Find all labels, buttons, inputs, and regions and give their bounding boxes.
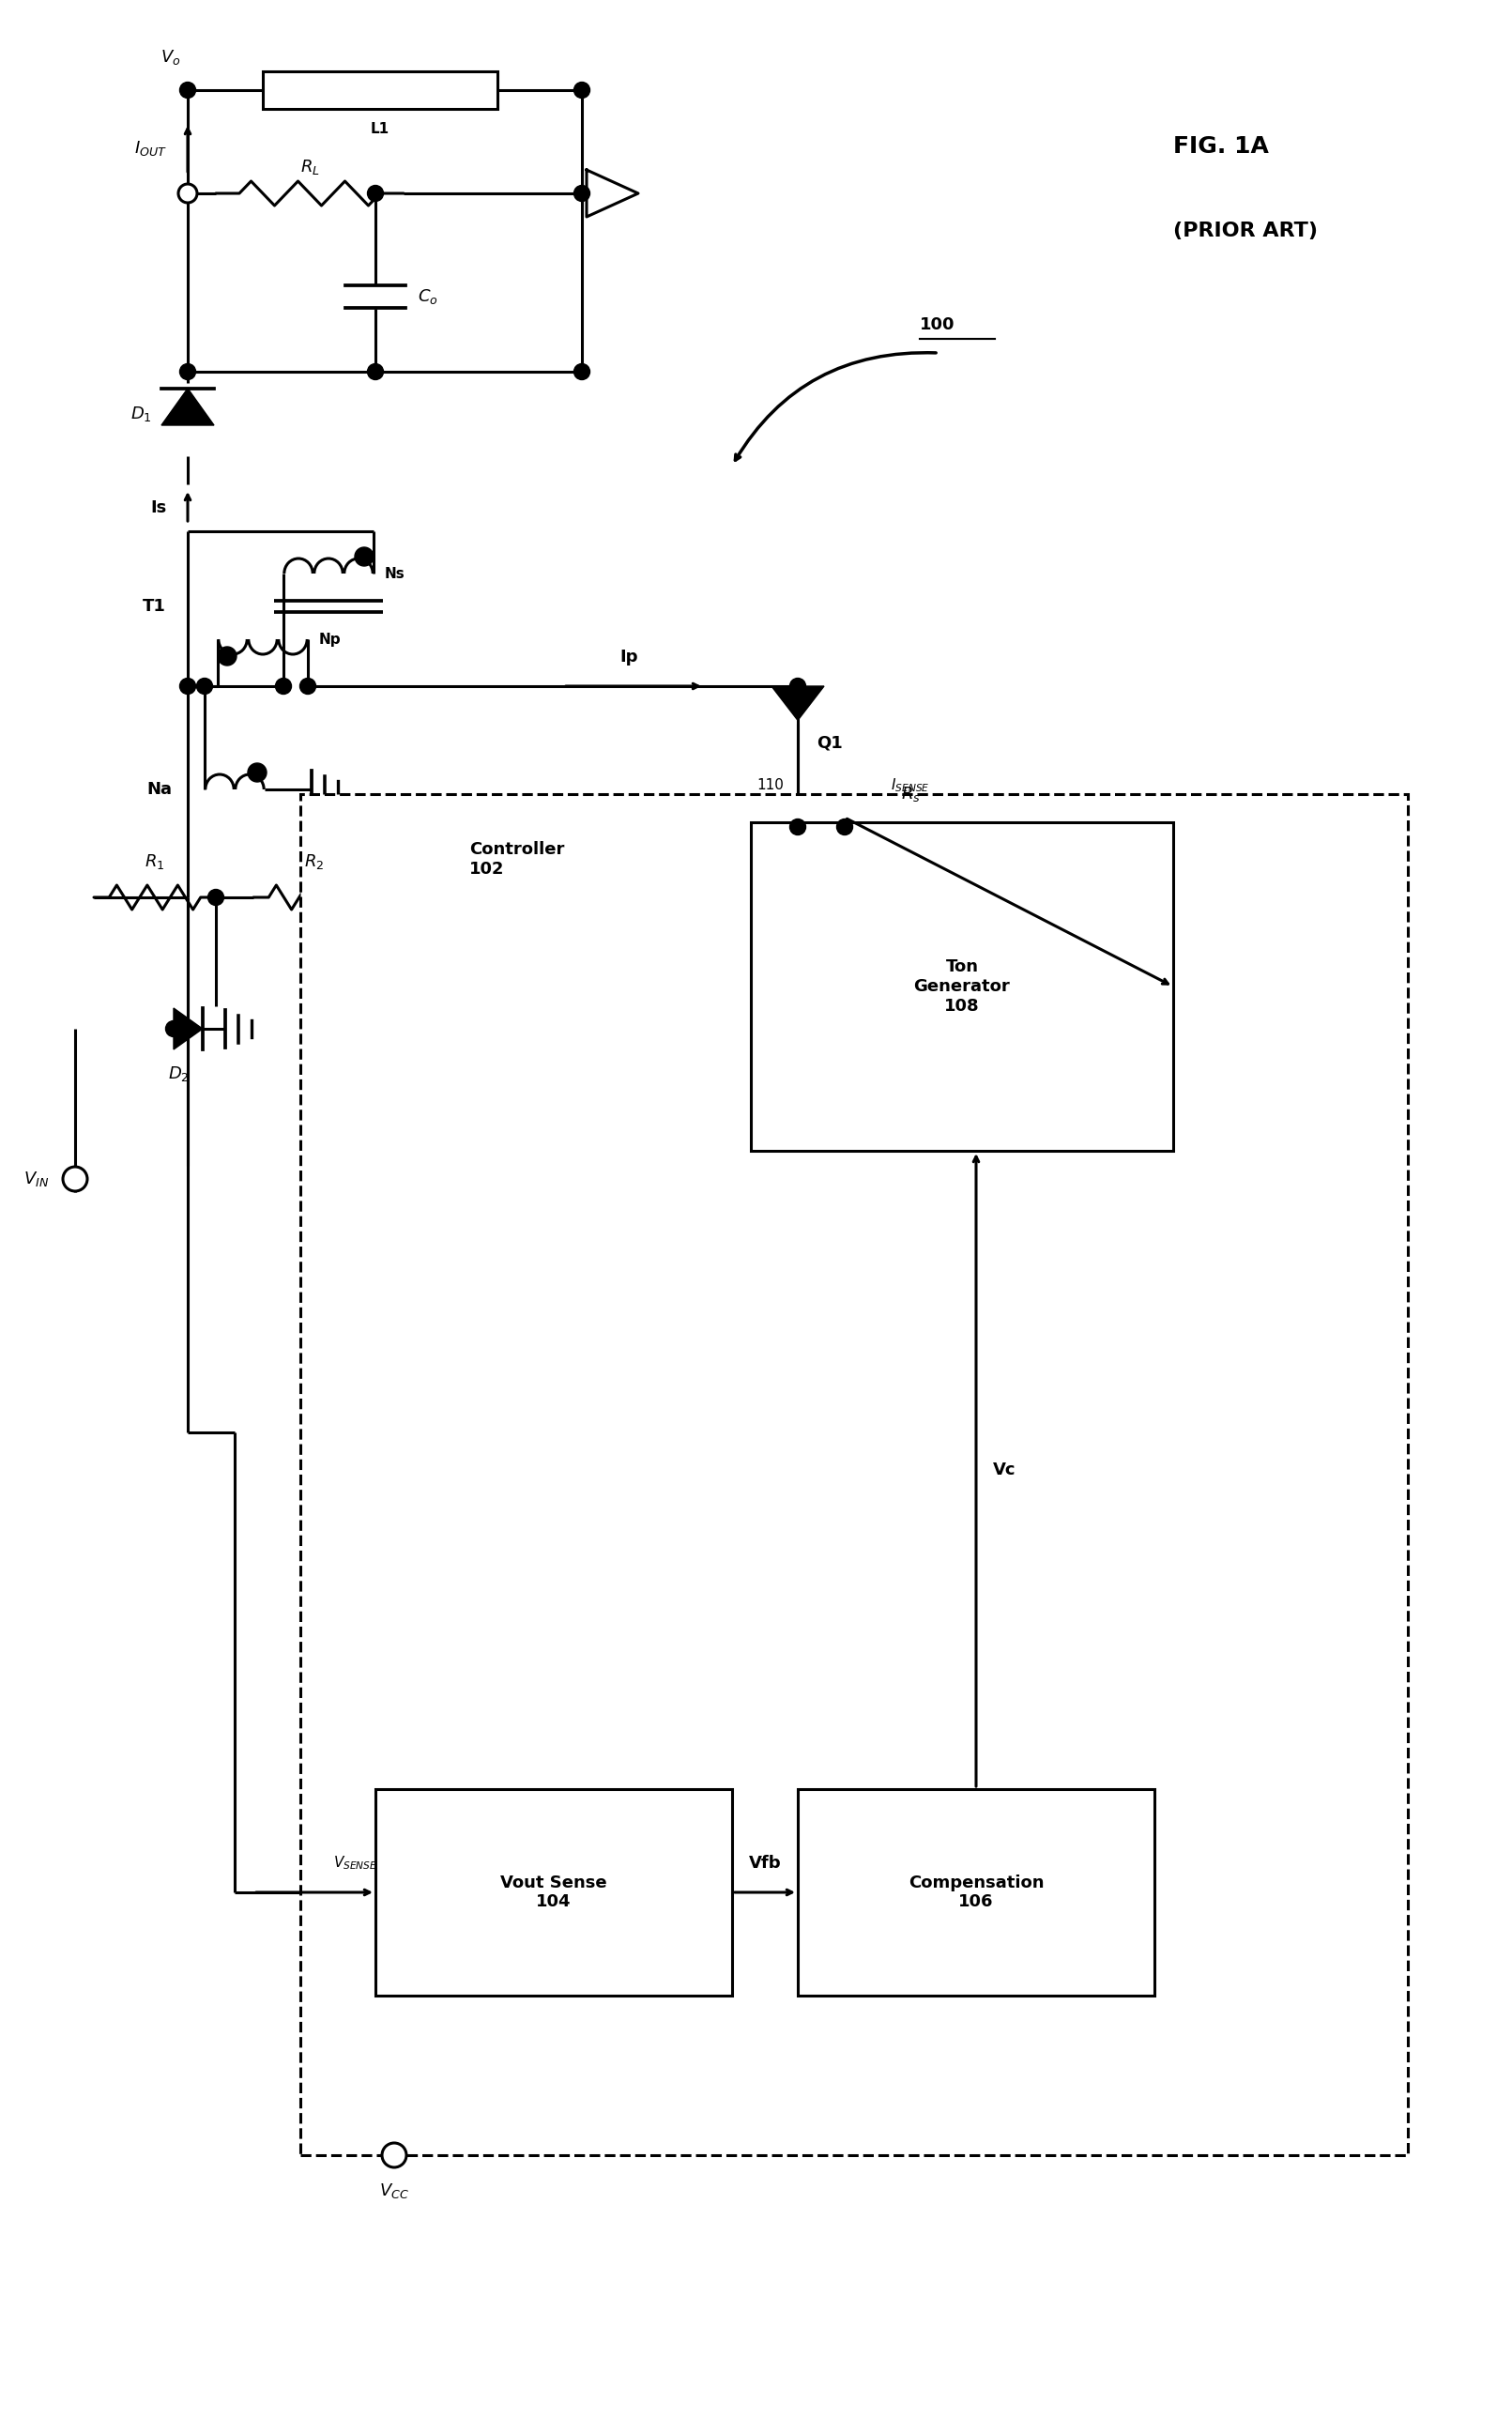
Text: $D_2$: $D_2$ <box>168 1064 189 1083</box>
Circle shape <box>180 82 195 99</box>
Circle shape <box>166 1020 181 1037</box>
Circle shape <box>218 646 236 665</box>
Text: Vc: Vc <box>993 1460 1016 1477</box>
Text: 100: 100 <box>919 317 956 334</box>
Text: $R_s$: $R_s$ <box>901 786 921 803</box>
Text: Q1: Q1 <box>816 735 842 752</box>
Circle shape <box>383 2142 407 2167</box>
Bar <box>301 793 1408 2154</box>
Circle shape <box>575 82 590 99</box>
Polygon shape <box>771 687 824 721</box>
Bar <box>798 1789 1155 1995</box>
Polygon shape <box>174 1008 203 1049</box>
Circle shape <box>178 184 197 203</box>
Text: Ip: Ip <box>620 648 638 665</box>
Text: $R_L$: $R_L$ <box>299 157 319 177</box>
Circle shape <box>275 677 292 694</box>
Text: $C_o$: $C_o$ <box>417 288 438 307</box>
Circle shape <box>789 677 806 694</box>
Circle shape <box>789 820 806 834</box>
Text: $V_o$: $V_o$ <box>160 48 180 68</box>
Circle shape <box>180 363 195 380</box>
Bar <box>751 822 1173 1151</box>
Text: $R_2$: $R_2$ <box>304 851 325 870</box>
Text: $I_{OUT}$: $I_{OUT}$ <box>135 138 166 157</box>
Circle shape <box>180 1020 195 1037</box>
Text: Controller
102: Controller 102 <box>469 841 564 878</box>
Polygon shape <box>162 389 215 426</box>
Text: Ns: Ns <box>386 566 405 580</box>
Circle shape <box>575 363 590 380</box>
Text: (PRIOR ART): (PRIOR ART) <box>1173 222 1318 239</box>
Text: L1: L1 <box>370 123 390 135</box>
Text: Vout Sense
104: Vout Sense 104 <box>500 1874 606 1910</box>
Bar <box>263 73 497 109</box>
Circle shape <box>64 1168 88 1192</box>
Text: $V_{CC}$: $V_{CC}$ <box>380 2181 410 2200</box>
Circle shape <box>207 890 224 904</box>
Text: Np: Np <box>319 631 342 646</box>
Circle shape <box>180 186 195 201</box>
Text: $D_1$: $D_1$ <box>130 404 153 423</box>
Text: Is: Is <box>151 501 166 517</box>
Circle shape <box>575 186 590 201</box>
Circle shape <box>197 677 213 694</box>
Text: Na: Na <box>147 781 172 798</box>
Circle shape <box>180 677 195 694</box>
Text: $R_1$: $R_1$ <box>145 851 165 870</box>
Circle shape <box>367 363 384 380</box>
Circle shape <box>248 764 266 781</box>
Text: 110: 110 <box>756 779 783 791</box>
Text: FIG. 1A: FIG. 1A <box>1173 135 1269 157</box>
Text: $V_{IN}$: $V_{IN}$ <box>23 1170 48 1187</box>
Text: $V_{SENSE}$: $V_{SENSE}$ <box>333 1855 378 1872</box>
Text: Compensation
106: Compensation 106 <box>909 1874 1043 1910</box>
Text: T1: T1 <box>142 597 166 614</box>
Text: $I_{SENSE}$: $I_{SENSE}$ <box>891 776 930 793</box>
Circle shape <box>367 186 384 201</box>
Text: Ton
Generator
108: Ton Generator 108 <box>913 958 1010 1016</box>
Circle shape <box>355 546 373 566</box>
Circle shape <box>299 677 316 694</box>
Bar <box>375 1789 732 1995</box>
Text: Vfb: Vfb <box>748 1855 782 1872</box>
Circle shape <box>836 820 853 834</box>
